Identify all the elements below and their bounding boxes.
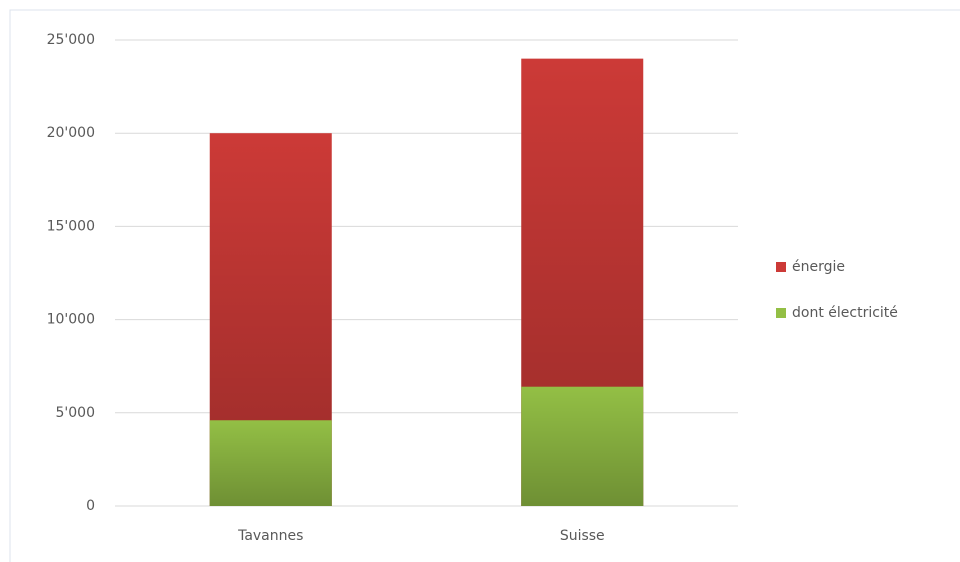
bar [521, 386, 644, 506]
chart-border [9, 9, 960, 562]
bar [209, 420, 332, 506]
y-tick-label: 5'000 [56, 405, 95, 421]
x-tick-label: Tavannes [237, 528, 303, 544]
y-tick-label: 15'000 [47, 218, 95, 234]
y-tick-label: 0 [86, 498, 95, 514]
legend-label: dont électricité [792, 305, 898, 321]
x-tick-label: Suisse [560, 528, 605, 544]
y-tick-label: 10'000 [47, 312, 95, 328]
legend-label: énergie [792, 259, 845, 275]
y-tick-label: 25'000 [47, 32, 95, 48]
legend-swatch [776, 262, 786, 272]
y-tick-label: 20'000 [47, 125, 95, 141]
legend-swatch [776, 308, 786, 318]
